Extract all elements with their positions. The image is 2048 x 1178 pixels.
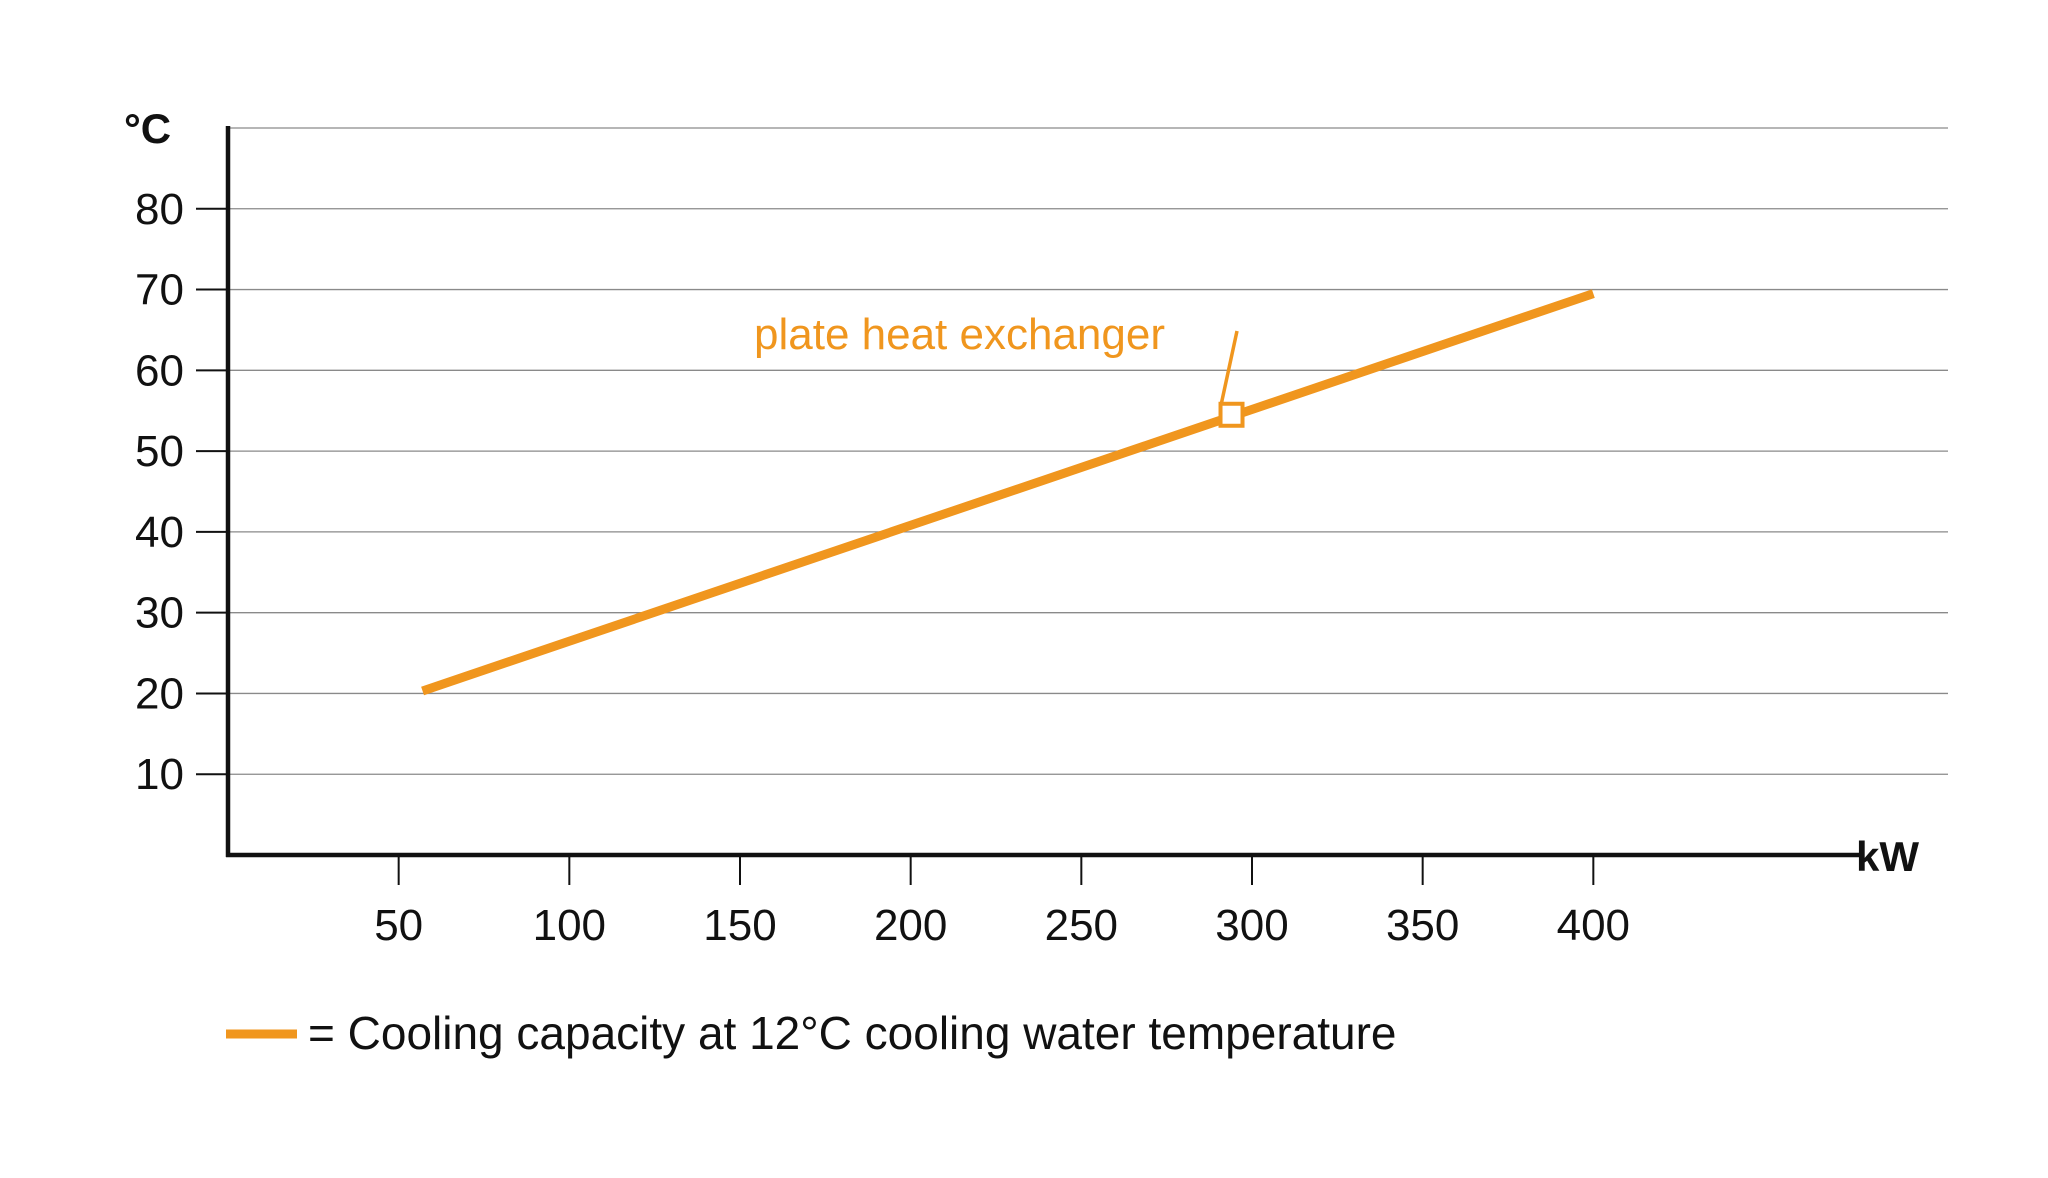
grid-lines bbox=[228, 127, 1948, 775]
y-tick-label: 80 bbox=[135, 185, 184, 234]
y-tick-label: 70 bbox=[135, 266, 184, 315]
y-tick-label: 30 bbox=[135, 589, 184, 638]
x-tick-label: 250 bbox=[1045, 901, 1118, 950]
y-tick-label: 60 bbox=[135, 346, 184, 395]
annotation-label: plate heat exchanger bbox=[754, 310, 1165, 359]
series-layer bbox=[421, 289, 1595, 696]
legend-label: = Cooling capacity at 12°C cooling water… bbox=[308, 1007, 1396, 1059]
y-tick-label: 40 bbox=[135, 508, 184, 557]
x-tick-label: 50 bbox=[374, 901, 423, 950]
y-axis-unit: °C bbox=[124, 105, 171, 152]
annotation-marker bbox=[1218, 401, 1245, 428]
x-tick-label: 400 bbox=[1557, 901, 1630, 950]
tick-labels: 10 20 30 40 50 60 70 80 50 100 150 200 250 300 350 400 °… bbox=[124, 105, 1919, 950]
y-tick-label: 10 bbox=[135, 750, 184, 799]
axes bbox=[196, 126, 1862, 885]
x-tick-label: 150 bbox=[703, 901, 776, 950]
x-tick-label: 300 bbox=[1215, 901, 1288, 950]
legend: = Cooling capacity at 12°C cooling water… bbox=[226, 1007, 1396, 1059]
annotations: plate heat exchanger bbox=[754, 310, 1245, 428]
x-axis-unit: kW bbox=[1856, 833, 1919, 880]
x-tick-label: 200 bbox=[874, 901, 947, 950]
annotation-leader-line bbox=[1219, 330, 1239, 404]
series-line-0 bbox=[421, 289, 1595, 696]
y-tick-label: 50 bbox=[135, 427, 184, 476]
x-tick-label: 350 bbox=[1386, 901, 1459, 950]
y-tick-label: 20 bbox=[135, 669, 184, 718]
x-tick-label: 100 bbox=[533, 901, 606, 950]
